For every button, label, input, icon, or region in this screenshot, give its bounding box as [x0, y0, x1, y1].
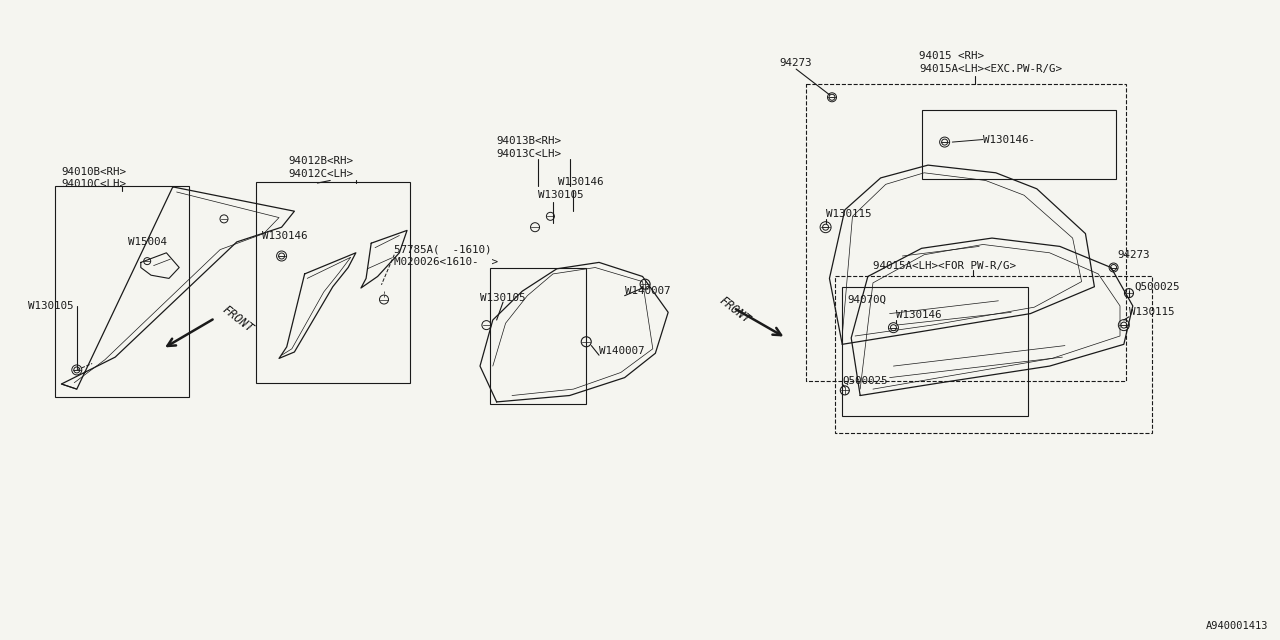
- Text: 94012C<LH>: 94012C<LH>: [288, 169, 353, 179]
- Text: 94013C<LH>: 94013C<LH>: [497, 148, 562, 159]
- Text: W130146: W130146: [262, 230, 308, 241]
- Text: 57785A(  -1610): 57785A( -1610): [394, 244, 492, 255]
- Text: A940001413: A940001413: [1206, 621, 1268, 631]
- Text: Q500025: Q500025: [1134, 282, 1180, 292]
- Text: M020026<1610-  >: M020026<1610- >: [394, 257, 498, 268]
- Bar: [842, 287, 1028, 416]
- Text: 94015A<LH><EXC.PW-R/G>: 94015A<LH><EXC.PW-R/G>: [919, 64, 1062, 74]
- Text: W130146: W130146: [896, 310, 942, 320]
- Text: 94015 <RH>: 94015 <RH>: [919, 51, 984, 61]
- Bar: [256, 182, 410, 383]
- Text: 94273: 94273: [1117, 250, 1149, 260]
- Bar: [835, 276, 1152, 433]
- Text: W140007: W140007: [599, 346, 645, 356]
- Text: 94070Q: 94070Q: [847, 294, 886, 305]
- Text: W130115: W130115: [1129, 307, 1175, 317]
- Bar: [922, 110, 1116, 179]
- Bar: [55, 186, 189, 397]
- Text: FRONT: FRONT: [717, 294, 753, 326]
- Text: W130105: W130105: [28, 301, 74, 311]
- Text: W140007: W140007: [625, 286, 671, 296]
- Bar: [490, 268, 586, 404]
- Text: 94015A<LH><FOR PW-R/G>: 94015A<LH><FOR PW-R/G>: [873, 260, 1016, 271]
- Text: W130115: W130115: [826, 209, 872, 220]
- Text: W130105: W130105: [480, 292, 526, 303]
- Text: W130146: W130146: [558, 177, 604, 188]
- Bar: [806, 84, 1126, 381]
- Text: W130105: W130105: [538, 190, 584, 200]
- Text: 94012B<RH>: 94012B<RH>: [288, 156, 353, 166]
- Text: FRONT: FRONT: [220, 303, 256, 335]
- Text: W130146-: W130146-: [983, 134, 1036, 145]
- Text: W15004: W15004: [128, 237, 166, 247]
- Text: 94013B<RH>: 94013B<RH>: [497, 136, 562, 146]
- Text: 94010C<LH>: 94010C<LH>: [61, 179, 127, 189]
- Text: Q500025: Q500025: [842, 376, 888, 386]
- Text: 94010B<RH>: 94010B<RH>: [61, 166, 127, 177]
- Text: 94273: 94273: [780, 58, 812, 68]
